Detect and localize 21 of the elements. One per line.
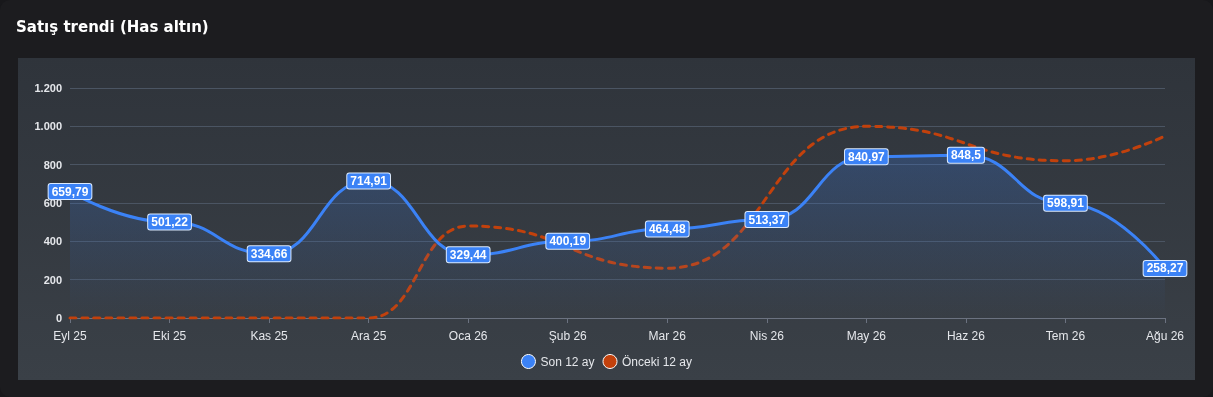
- y-tick-label: 1.200: [34, 82, 62, 94]
- chart-title: Satış trendi (Has altın): [16, 18, 209, 36]
- x-tick-label: Mar 26: [648, 329, 687, 343]
- x-tick-label: Ara 25: [350, 329, 387, 343]
- x-tick-label: Haz 26: [946, 329, 986, 343]
- x-tick-label: Nis 26: [749, 329, 785, 343]
- legend-label: Önceki 12 ay: [622, 354, 693, 369]
- y-tick-label: 200: [43, 273, 62, 286]
- x-tick-label: Tem 26: [1045, 329, 1086, 343]
- legend-label: Son 12 ay: [540, 354, 595, 369]
- x-tick-label: Ağu 26: [1145, 329, 1185, 343]
- x-tick-label: Şub 26: [548, 329, 588, 343]
- x-tick-label: Oca 26: [448, 329, 488, 343]
- x-tick-label: Eyl 25: [53, 329, 87, 343]
- y-tick-label: 400: [43, 235, 62, 248]
- x-tick-label: Kas 25: [250, 329, 289, 343]
- y-tick-label: 800: [43, 158, 62, 171]
- x-tick-label: Eki 25: [152, 329, 187, 343]
- x-tick-label: May 26: [846, 329, 887, 343]
- y-tick-label: 0: [55, 312, 62, 324]
- y-tick-label: 1.000: [34, 120, 62, 133]
